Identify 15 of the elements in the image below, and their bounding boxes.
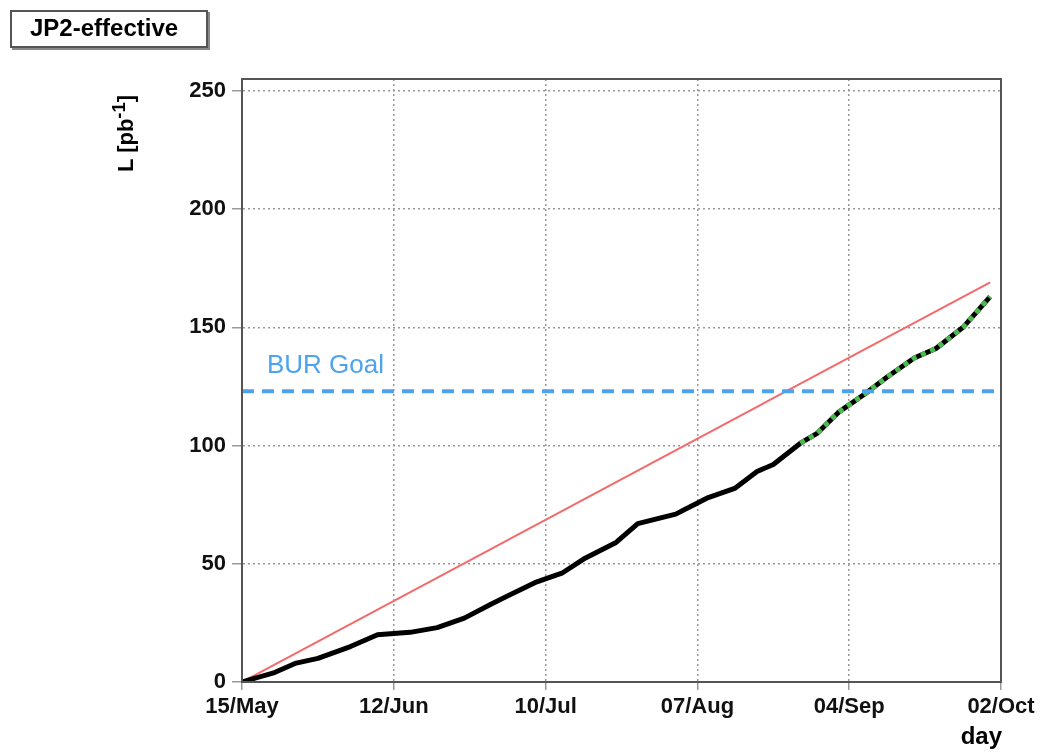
x-axis-title: day <box>960 722 1002 750</box>
y-tick-label: 100 <box>189 431 226 457</box>
chart-title: JP2-effective <box>10 10 209 48</box>
x-tick-label: 04/Sep <box>813 693 885 719</box>
y-tick-label: 150 <box>189 313 226 339</box>
x-tick-label: 07/Aug <box>660 693 735 719</box>
x-tick-label: 15/May <box>205 693 280 719</box>
y-tick-label: 250 <box>189 76 226 102</box>
x-tick-label: 02/Oct <box>967 693 1036 719</box>
x-tick-label: 12/Jun <box>358 693 429 719</box>
x-tick-label: 10/Jul <box>514 693 577 719</box>
y-tick-label: 50 <box>201 549 226 575</box>
y-tick-label: 200 <box>189 195 226 221</box>
ref-line-label: BUR Goal <box>267 349 385 380</box>
y-tick-label: 0 <box>213 668 226 694</box>
